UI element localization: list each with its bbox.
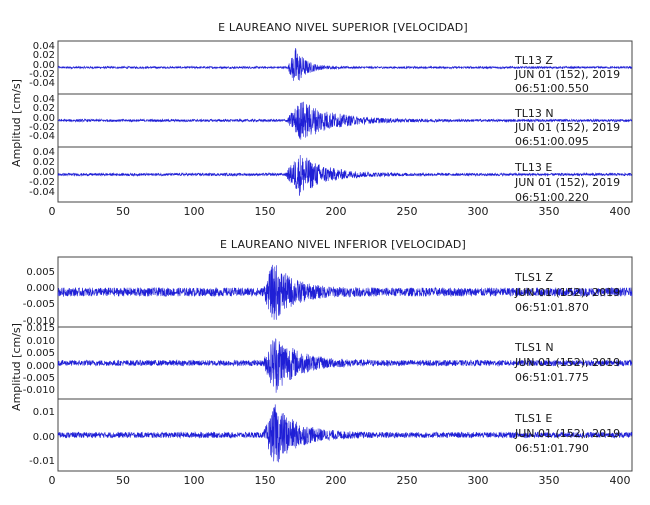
x-tick-label: 400 — [610, 205, 631, 218]
y-tick-label: -0.04 — [29, 78, 55, 89]
y-tick-label: 0.015 — [26, 323, 55, 334]
x-tick-label: 0 — [49, 474, 56, 487]
station-start-time-label: 06:51:01.790 — [515, 442, 589, 455]
y-tick-label: -0.005 — [23, 299, 55, 310]
x-tick-label: 50 — [116, 474, 130, 487]
y-tick-label: 0.02 — [33, 50, 55, 61]
figure-superior-y-axis-label: Amplitud [cm/s] — [10, 79, 23, 167]
y-tick-label: -0.010 — [23, 385, 55, 396]
station-date-label: JUN 01 (152), 2019 — [514, 427, 620, 440]
station-date-label: JUN 01 (152), 2019 — [514, 176, 620, 189]
panel-superior-z: 0.04 0.02 0.00 -0.02 -0.04 TL13 Z JUN 01… — [29, 40, 633, 95]
seismogram-trace-tls1-n — [57, 338, 633, 393]
y-tick-label: -0.04 — [29, 131, 55, 142]
station-date-label: JUN 01 (152), 2019 — [514, 68, 620, 81]
figure-superior: E LAUREANO NIVEL SUPERIOR [VELOCIDAD] Am… — [10, 21, 633, 218]
x-tick-label: 350 — [539, 205, 560, 218]
x-tick-label: 150 — [255, 474, 276, 487]
seismogram-trace-tl13-n — [57, 101, 633, 140]
y-tick-label: -0.010 — [23, 316, 55, 327]
y-tick-label: 0.02 — [33, 103, 55, 114]
figure-inferior-x-axis: 0 50 100 150 200 250 300 350 400 — [49, 474, 631, 487]
y-tick-label: 0.04 — [33, 41, 55, 52]
station-component-label: TL13 Z — [514, 54, 553, 67]
x-tick-label: 250 — [397, 205, 418, 218]
x-tick-label: 100 — [184, 205, 205, 218]
seismogram-trace-tls1-z — [57, 264, 633, 320]
y-tick-label: 0.04 — [33, 147, 55, 158]
x-tick-label: 350 — [539, 474, 560, 487]
x-tick-label: 150 — [255, 205, 276, 218]
y-tick-label: 0.000 — [26, 283, 55, 294]
x-tick-label: 200 — [326, 474, 347, 487]
station-date-label: JUN 01 (152), 2019 — [514, 286, 620, 299]
station-date-label: JUN 01 (152), 2019 — [514, 356, 620, 369]
station-date-label: JUN 01 (152), 2019 — [514, 121, 620, 134]
station-component-label: TLS1 E — [514, 412, 552, 425]
y-tick-label: 0.04 — [33, 94, 55, 105]
station-component-label: TL13 N — [514, 107, 554, 120]
y-tick-label: 0.02 — [33, 157, 55, 168]
seismogram-trace-tls1-e — [57, 404, 633, 463]
figure-inferior-title: E LAUREANO NIVEL INFERIOR [VELOCIDAD] — [220, 238, 466, 251]
station-start-time-label: 06:51:01.775 — [515, 371, 589, 384]
station-start-time-label: 06:51:00.220 — [515, 191, 589, 204]
y-tick-label: -0.04 — [29, 187, 55, 198]
y-tick-label: -0.005 — [23, 373, 55, 384]
y-tick-label: 0.005 — [26, 348, 55, 359]
station-start-time-label: 06:51:00.550 — [515, 82, 589, 95]
y-tick-label: 0.00 — [33, 113, 55, 124]
station-component-label: TL13 E — [514, 161, 552, 174]
x-tick-label: 50 — [116, 205, 130, 218]
y-tick-label: 0.01 — [33, 407, 55, 418]
y-tick-label: -0.02 — [29, 69, 55, 80]
y-tick-label: 0.010 — [26, 336, 55, 347]
x-tick-label: 300 — [468, 474, 489, 487]
x-tick-label: 100 — [184, 474, 205, 487]
panel-inferior-e: 0.01 0.00 -0.01 TLS1 E JUN 01 (152), 201… — [29, 398, 633, 472]
figure-inferior: E LAUREANO NIVEL INFERIOR [VELOCIDAD] Am… — [10, 238, 633, 487]
x-tick-label: 400 — [610, 474, 631, 487]
figure-inferior-y-axis-label: Amplitud [cm/s] — [10, 323, 23, 411]
x-tick-label: 250 — [397, 474, 418, 487]
seismogram-trace-tl13-z — [57, 48, 633, 81]
station-component-label: TLS1 N — [514, 341, 554, 354]
figure-superior-title: E LAUREANO NIVEL SUPERIOR [VELOCIDAD] — [218, 21, 468, 34]
panel-superior-e: 0.04 0.02 0.00 -0.02 -0.04 TL13 E JUN 01… — [29, 146, 633, 204]
figure-superior-x-axis: 0 50 100 150 200 250 300 350 400 — [49, 205, 631, 218]
y-tick-label: -0.02 — [29, 122, 55, 133]
y-tick-label: 0.00 — [33, 167, 55, 178]
y-tick-label: 0.005 — [26, 267, 55, 278]
panel-superior-n: 0.04 0.02 0.00 -0.02 -0.04 TL13 N JUN 01… — [29, 93, 633, 148]
station-start-time-label: 06:51:01.870 — [515, 301, 589, 314]
y-tick-label: -0.02 — [29, 177, 55, 188]
y-tick-label: 0.00 — [33, 432, 55, 443]
station-component-label: TLS1 Z — [514, 271, 553, 284]
x-tick-label: 200 — [326, 205, 347, 218]
x-tick-label: 300 — [468, 205, 489, 218]
station-start-time-label: 06:51:00.095 — [515, 135, 589, 148]
y-tick-label: 0.00 — [33, 60, 55, 71]
panel-inferior-z: 0.005 0.000 -0.005 -0.010 TLS1 Z JUN 01 … — [23, 256, 633, 328]
seismogram-trace-tl13-e — [57, 154, 633, 196]
y-tick-label: 0.000 — [26, 361, 55, 372]
x-tick-label: 0 — [49, 205, 56, 218]
panel-inferior-n: 0.015 0.010 0.005 0.000 -0.005 -0.010 TL… — [23, 323, 633, 400]
y-tick-label: -0.01 — [29, 456, 55, 467]
